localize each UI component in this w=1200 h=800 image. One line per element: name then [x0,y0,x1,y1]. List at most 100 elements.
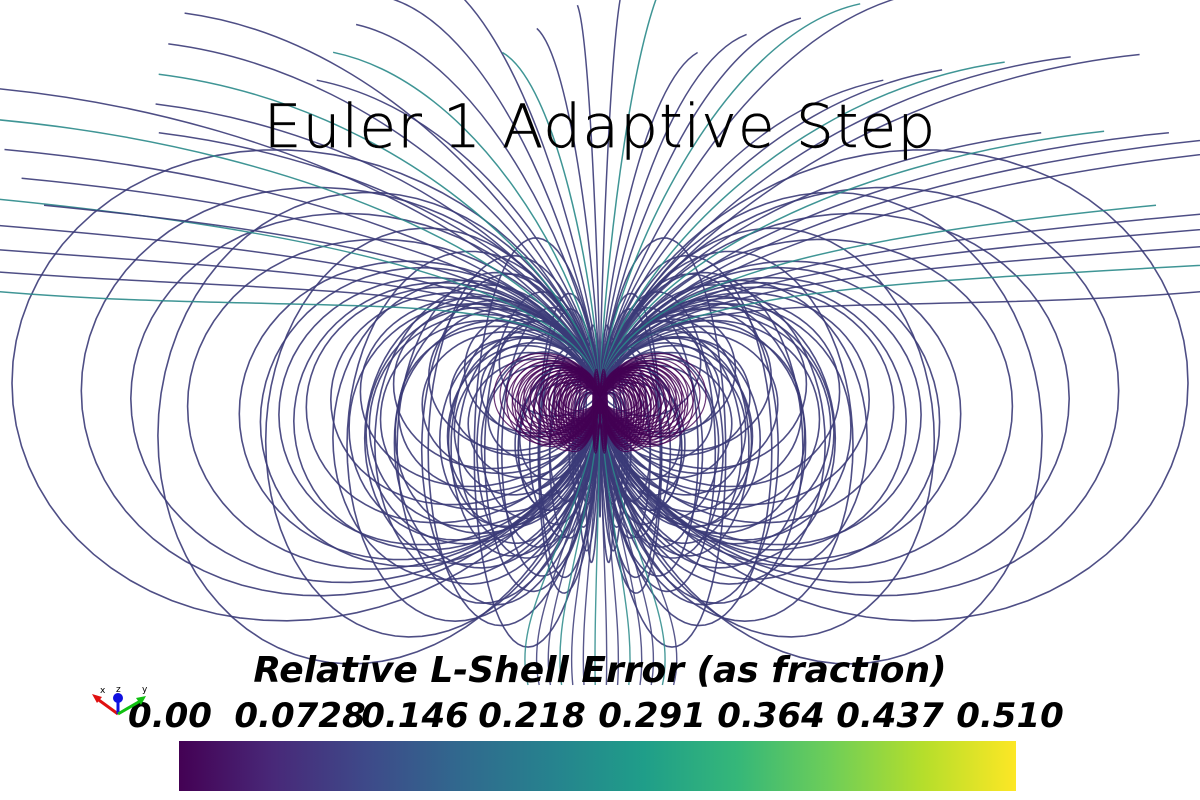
field-line [600,306,835,545]
field-line [473,237,601,648]
field-line [599,131,1169,386]
field-line [599,409,678,686]
field-line [599,0,657,386]
field-line [599,213,1200,386]
field-line [264,227,599,638]
colorbar-tick: 0.364 [717,696,825,736]
field-line [535,409,601,686]
field-line [591,368,601,454]
field-line [600,355,701,435]
field-line [601,191,1043,665]
field-line [599,357,695,433]
field-line [599,51,698,386]
open-field-lines [0,0,1200,686]
y-axis-arrow [117,698,143,716]
field-line [599,290,1200,386]
field-line [599,130,1105,386]
field-line [536,27,601,386]
field-line [600,352,707,438]
field-line [599,237,727,648]
x-arrowhead [92,694,102,703]
field-line [599,362,686,448]
field-line [316,79,601,386]
field-line [599,409,620,686]
field-line [4,148,601,386]
orientation-axes-widget[interactable]: x z y [86,684,156,724]
field-line [599,17,802,386]
field-line [394,319,600,535]
field-line [555,367,601,453]
field-line [499,355,600,435]
field-line [502,51,601,386]
y-arrowhead [136,696,146,705]
field-line [599,33,747,386]
field-line [576,4,601,386]
field-line [599,0,621,386]
colorbar-tick-labels: 0.00 0.0728 0.146 0.218 0.291 0.364 0.43… [0,696,1200,740]
field-line [155,103,601,386]
field-line [158,132,601,386]
y-axis-label: y [142,685,148,695]
field-line [184,12,601,386]
field-line [599,409,608,686]
field-line [0,198,601,386]
colorbar-gradient [179,741,1016,791]
z-arrowhead [113,693,123,703]
field-line [392,302,600,470]
field-line [599,61,1005,386]
field-line [600,302,808,470]
field-line [599,409,655,686]
colorbar-tick: 0.146 [361,696,469,736]
field-line [463,0,601,386]
field-line [599,368,609,454]
colorbar-tick: 0.0728 [234,696,366,736]
field-line [547,409,601,686]
field-line [570,409,601,686]
z-axis-label: z [116,685,121,695]
field-line [599,69,943,386]
field-line [599,366,658,452]
field-line [505,357,601,433]
field-line [599,139,1200,386]
field-line [524,409,601,686]
field-line [602,186,1120,597]
x-axis-arrow [95,696,119,716]
field-line [599,409,643,686]
dense-core-lines [493,352,707,454]
colorbar-title: Relative L-Shell Error (as fraction) [253,650,947,691]
field-line [514,362,601,448]
field-line [0,88,601,386]
field-line [599,264,1200,386]
field-line [599,79,884,386]
field-line [599,0,895,386]
field-line [599,204,1157,386]
field-line [392,0,601,386]
colorbar-tick: 0.437 [836,696,944,736]
field-line [559,409,601,686]
colorbar-tick: 0.510 [956,696,1064,736]
field-line [355,23,601,386]
field-line [599,409,631,686]
field-line [21,177,601,386]
field-line [0,119,601,386]
field-line [599,132,1042,386]
field-line [599,3,861,386]
field-line [332,51,601,386]
field-line [278,276,599,546]
field-line [582,409,601,686]
x-axis-label: x [100,686,106,696]
field-line [599,367,645,453]
field-line [158,73,601,386]
field-line [43,204,601,386]
field-line [594,409,601,686]
colorbar-tick: 0.291 [598,696,706,736]
field-line [80,186,598,597]
field-line [157,191,599,665]
field-line [601,227,936,638]
field-line [599,409,666,686]
colorbar-tick: 0.218 [478,696,586,736]
field-line [542,366,601,452]
field-line [493,352,600,438]
